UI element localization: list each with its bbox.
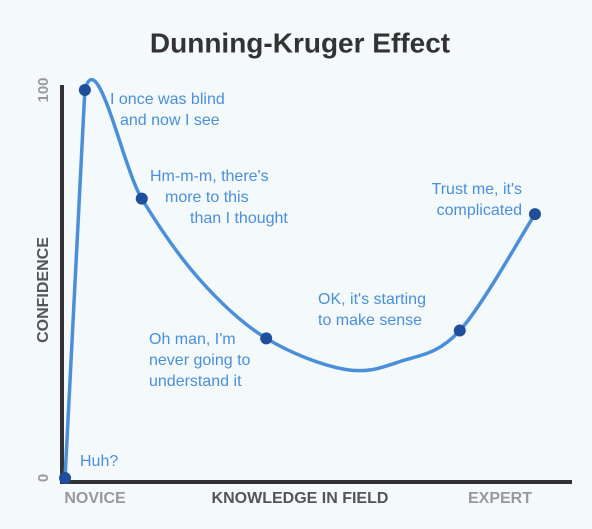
data-point	[528, 208, 541, 221]
annotation: complicated	[437, 202, 522, 219]
annotation: Oh man, I'm	[149, 331, 236, 348]
x-start-label: NOVICE	[64, 490, 126, 507]
annotation: OK, it's starting	[318, 291, 426, 308]
annotation: than I thought	[190, 210, 288, 227]
confidence-line	[63, 78, 537, 479]
annotation: Trust me, it's	[432, 181, 522, 198]
data-point	[260, 332, 273, 345]
data-point	[453, 324, 466, 337]
y-axis-label: CONFIDENCE	[35, 237, 52, 343]
data-point	[59, 472, 72, 484]
data-point	[135, 192, 148, 205]
annotation: more to this	[165, 189, 249, 206]
annotation: and now I see	[120, 112, 220, 129]
annotation: never going to	[149, 352, 251, 369]
y-tick-label: 0	[35, 474, 52, 482]
chart-title: Dunning-Kruger Effect	[150, 27, 450, 58]
data-point	[78, 84, 91, 96]
annotation: understand it	[149, 373, 242, 390]
annotation: to make sense	[318, 312, 422, 329]
annotation: Hm-m-m, there's	[150, 168, 269, 185]
y-tick-label: 100	[35, 77, 52, 102]
x-end-label: EXPERT	[468, 490, 532, 507]
annotation: Huh?	[80, 453, 118, 470]
annotation: I once was blind	[110, 91, 225, 108]
x-axis-label: KNOWLEDGE IN FIELD	[212, 490, 389, 507]
